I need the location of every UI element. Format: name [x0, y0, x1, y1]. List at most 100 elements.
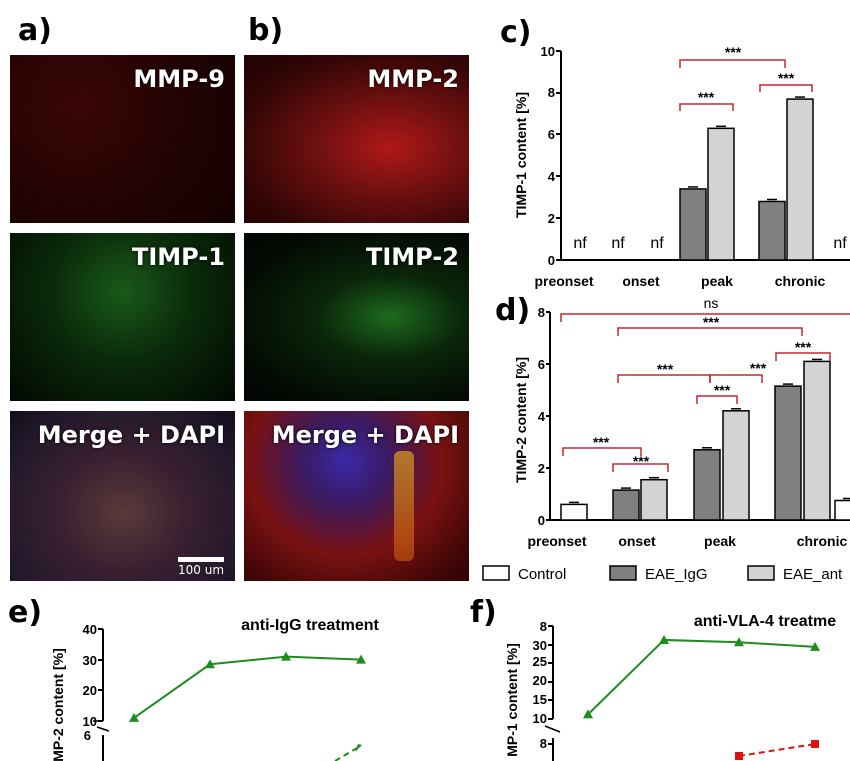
d-xtick: chronic	[797, 533, 848, 549]
label-timp1: TIMP-1	[131, 243, 225, 271]
e-title: anti-IgG treatment	[241, 617, 379, 634]
f-title: anti-VLA-4 treatme	[694, 613, 836, 630]
c-bars-bar	[707, 127, 735, 261]
d-bars-bar	[774, 385, 802, 521]
c-sig: ***	[778, 70, 795, 86]
d-ytick: 0	[538, 513, 545, 528]
d-ylabel: TIMP-2 content [%]	[513, 357, 529, 483]
panel-label-f: f)	[470, 595, 497, 630]
f-lines-point	[810, 641, 820, 651]
f-lines-series-line	[587, 638, 816, 716]
f-ytick: 8	[540, 619, 547, 634]
c-ytick: 2	[548, 211, 555, 226]
label-mmp9: MMP-9	[133, 65, 225, 93]
c-bars-bar	[786, 98, 814, 261]
scale-bar	[178, 557, 224, 562]
f-ytick: 10	[533, 711, 547, 726]
label-merge-a: Merge + DAPI	[37, 421, 225, 449]
panel-label-a: a)	[18, 13, 52, 48]
c-ytick: 4	[548, 169, 556, 184]
panel-label-d: d)	[495, 293, 531, 328]
c-bars	[679, 96, 814, 261]
panel-label-b: b)	[248, 13, 284, 48]
micrograph-merge-a: Merge + DAPI 100 um	[10, 411, 235, 581]
c-bars-bar	[679, 188, 707, 261]
d-sig: ***	[657, 361, 674, 377]
d-sig: ns	[704, 295, 719, 311]
d-sig: ***	[703, 314, 720, 330]
c-nf: nf	[573, 235, 587, 252]
chart-d: 0 2 4 6 8 TIMP-2 content [%] preonset on…	[513, 295, 850, 549]
f-lines-point	[659, 634, 669, 644]
c-ytick: 0	[548, 253, 555, 268]
c-xtick: chronic	[775, 273, 826, 289]
d-bars-bar	[803, 360, 831, 521]
f-ytick: 30	[533, 638, 547, 653]
d-ytick: 6	[538, 357, 545, 372]
f-ytick: 25	[533, 654, 547, 669]
c-nf: nf	[650, 235, 664, 252]
c-nf: nf	[833, 235, 847, 252]
f-lines-point	[735, 752, 743, 760]
d-bars	[560, 358, 850, 521]
legend-label-anti: EAE_ant	[783, 566, 843, 583]
scale-bar-label: 100 um	[178, 563, 225, 577]
d-bars-bar	[612, 489, 640, 521]
e-lines	[129, 651, 366, 722]
c-ytick: 10	[541, 44, 555, 59]
micrograph-timp1: TIMP-1	[10, 233, 235, 401]
legend-label-igg: EAE_IgG	[645, 566, 708, 583]
panel-label-c: c)	[500, 15, 532, 50]
e-arrow-marker	[355, 744, 362, 752]
e-lines-point	[205, 659, 215, 669]
c-sig: ***	[725, 44, 742, 60]
e-ytick: 10	[83, 714, 97, 729]
d-sig: ***	[750, 360, 767, 376]
legend: Control EAE_IgG EAE_ant	[482, 565, 843, 583]
d-ytick: 4	[538, 409, 546, 424]
f-lines	[583, 634, 820, 760]
e-lines-series-line	[133, 655, 362, 719]
f-lines-point	[583, 709, 593, 719]
d-xtick: preonset	[527, 533, 586, 549]
c-ytick: 6	[548, 127, 555, 142]
f-lines-series-line	[738, 743, 816, 757]
d-sig: ***	[714, 382, 731, 398]
c-bars-bar	[758, 200, 786, 261]
d-bars-bar	[640, 478, 668, 521]
label-merge-b: Merge + DAPI	[271, 421, 459, 449]
d-bars-bar	[722, 410, 750, 521]
f-lines-point	[811, 740, 819, 748]
d-xtick: peak	[704, 533, 736, 549]
e-lines-point	[356, 654, 366, 664]
d-xtick: onset	[618, 533, 656, 549]
micrograph-mmp2: MMP-2	[244, 55, 469, 223]
e-ytick: 40	[83, 622, 97, 637]
c-xtick: peak	[701, 273, 733, 289]
d-sig: ***	[633, 453, 650, 469]
e-ytick: 20	[83, 683, 97, 698]
c-ytick: 8	[548, 85, 555, 100]
e-ylabel: MP-2 content [%]	[50, 648, 66, 761]
d-ytick: 2	[538, 461, 545, 476]
c-sig: ***	[698, 89, 715, 105]
c-xtick: preonset	[534, 273, 593, 289]
d-sig: ***	[795, 339, 812, 355]
legend-swatch-igg	[609, 565, 637, 581]
micrograph-merge-b: Merge + DAPI	[244, 411, 469, 581]
legend-swatch-control	[482, 565, 510, 581]
d-bars-bar	[560, 503, 588, 521]
d-sig: ***	[593, 434, 610, 450]
d-bars-bar	[834, 499, 850, 521]
c-xtick: onset	[622, 273, 660, 289]
e-lines-point	[129, 712, 139, 722]
c-nf: nf	[611, 235, 625, 252]
e-ytick: 30	[83, 653, 97, 668]
legend-label-control: Control	[518, 566, 566, 583]
f-ylabel: MP-1 content [%]	[504, 643, 520, 757]
f-ytick: 20	[533, 673, 547, 688]
micrograph-mmp9: MMP-9	[10, 55, 235, 223]
chart-c: 0 2 4 6 8 10 TIMP-1 content [%] preonset…	[513, 44, 850, 289]
c-ylabel: TIMP-1 content [%]	[513, 92, 529, 218]
f-lines-point	[734, 637, 744, 647]
